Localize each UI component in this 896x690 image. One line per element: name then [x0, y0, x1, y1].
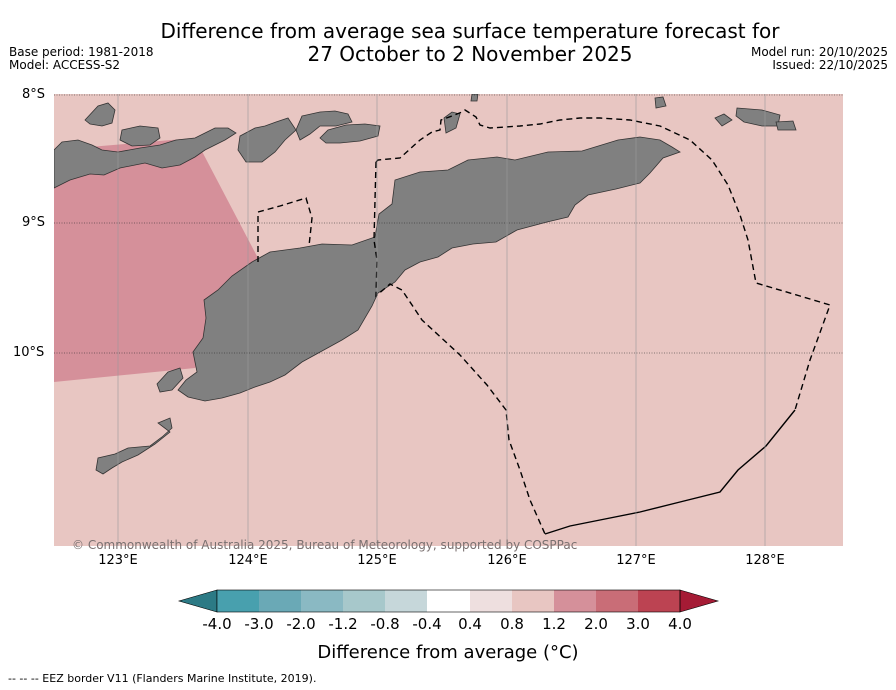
eez-border-main — [373, 109, 831, 535]
colorbar-segment-4 — [343, 590, 385, 612]
lat-label-10s: 10°S — [13, 345, 45, 360]
map-area — [54, 94, 843, 546]
wetar-island — [319, 123, 381, 144]
base-period: Base period: 1981-2018 — [9, 45, 154, 59]
semau-island — [156, 367, 184, 393]
colorbar-label: -3.0 — [244, 615, 274, 633]
colorbar-outline — [216, 589, 681, 613]
eez-footnote: -- -- -- EEZ border V11 (Flanders Marine… — [8, 672, 317, 685]
lon-label-125e: 125°E — [357, 553, 397, 568]
rote-island — [95, 417, 173, 475]
colorbar-label: 0.8 — [500, 615, 524, 633]
island-j — [470, 94, 479, 102]
colorbar-label: 1.2 — [542, 615, 566, 633]
land — [54, 94, 797, 475]
colorbar-label: -2.0 — [286, 615, 316, 633]
colorbar-segment-1 — [217, 590, 259, 612]
colorbar-extend-high — [679, 589, 720, 613]
colorbar-segment-10 — [596, 590, 638, 612]
colorbar-segment-7 — [470, 590, 512, 612]
chart-title: Difference from average sea surface temp… — [0, 20, 896, 66]
meta-left: Base period: 1981-2018 Model: ACCESS-S2 — [9, 46, 154, 72]
island-i — [714, 113, 733, 127]
colorbar-label: -4.0 — [202, 615, 232, 633]
colorbar-label: 2.0 — [584, 615, 608, 633]
lon-label-128e: 128°E — [745, 553, 785, 568]
meta-right: Model run: 20/10/2025 Issued: 22/10/2025 — [751, 46, 888, 72]
colorbar-segment-9 — [554, 590, 596, 612]
island-b — [119, 125, 161, 147]
island-a — [84, 102, 116, 127]
eez-border-solid — [544, 409, 796, 535]
colorbar-label: 4.0 — [668, 615, 692, 633]
model-name: Model: ACCESS-S2 — [9, 58, 121, 72]
colorbar-label: 0.4 — [458, 615, 482, 633]
island-d — [295, 110, 353, 141]
lon-label-124e: 124°E — [228, 553, 268, 568]
timor-island — [177, 136, 681, 402]
island-c — [237, 117, 297, 163]
island-h — [775, 120, 797, 131]
colorbar-label: 3.0 — [626, 615, 650, 633]
flores-alor-coast — [54, 127, 237, 189]
colorbar-segment-5 — [385, 590, 427, 612]
island-f — [654, 96, 667, 109]
colorbar-title: Difference from average (°C) — [317, 642, 579, 663]
model-run: Model run: 20/10/2025 — [750, 45, 888, 59]
lat-label-9s: 9°S — [22, 215, 46, 230]
lon-label-127e: 127°E — [616, 553, 656, 568]
colorbar-label: -1.2 — [328, 615, 358, 633]
colorbar-label: -0.8 — [370, 615, 400, 633]
graticule — [54, 94, 843, 354]
colorbar-segment-2 — [259, 590, 301, 612]
lon-label-123e: 123°E — [98, 553, 138, 568]
colorbar-extend-low — [177, 589, 218, 613]
colorbar-segment-3 — [301, 590, 343, 612]
colorbar-segment-6 — [427, 590, 470, 612]
lat-label-8s: 8°S — [22, 87, 46, 102]
issued-date: Issued: 22/10/2025 — [772, 58, 888, 72]
colorbar-label: -0.4 — [412, 615, 442, 633]
eez-border-oecusse — [257, 197, 313, 262]
title-line-1: Difference from average sea surface temp… — [160, 19, 780, 43]
colorbar-segment-8 — [512, 590, 554, 612]
lon-label-126e: 126°E — [487, 553, 527, 568]
colorbar-segment-11 — [638, 590, 680, 612]
title-line-2: 27 October to 2 November 2025 — [307, 42, 633, 66]
graticule-lon — [117, 94, 766, 546]
colorbar — [177, 589, 720, 613]
copyright-notice: © Commonwealth of Australia 2025, Bureau… — [72, 538, 578, 552]
